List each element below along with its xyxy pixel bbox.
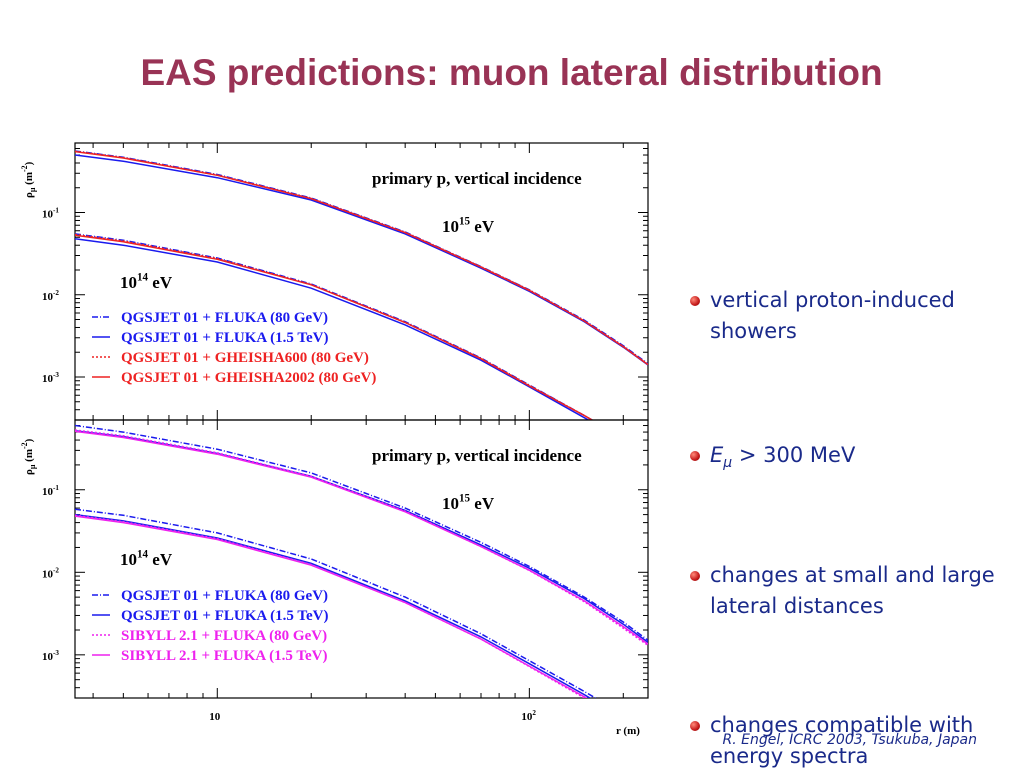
series-line (75, 508, 597, 698)
bottom-panel: 10-1 10-2 10-3 ρμ (m-2) primary p, vertical … (20, 419, 649, 737)
legend-label: SIBYLL 2.1 + FLUKA (1.5 TeV) (121, 648, 328, 664)
bullet-text: vertical proton-induced showers (710, 288, 955, 343)
series-group (75, 424, 648, 698)
footer-citation: R. Engel, ICRC 2003, Tsukuba, Japan (722, 732, 977, 748)
series-line (75, 513, 592, 698)
legend-label: QGSJET 01 + FLUKA (80 GeV) (121, 588, 328, 604)
x-axis-label: r (m) (616, 725, 640, 737)
series-line (75, 150, 648, 366)
top-panel: 10-1 10-2 10-3 ρμ (m-2) primary p, vertical … (20, 142, 649, 421)
bullet-item: changes at small and large lateral dista… (690, 560, 1010, 622)
legend-label: QGSJET 01 + FLUKA (1.5 TeV) (121, 330, 328, 346)
bullet-item: Eμ > 300 MeV (690, 440, 1010, 479)
y-tick-label: 10-3 (42, 371, 59, 385)
energy-label: 1015 eV (442, 492, 495, 513)
bullet-text: changes compatible with energy spectra (710, 713, 974, 768)
series-line (75, 430, 648, 645)
legend-label: QGSJET 01 + FLUKA (80 GeV) (121, 310, 328, 326)
series-line (75, 515, 588, 698)
energy-label: 1015 eV (442, 215, 495, 236)
energy-label: 1014 eV (120, 548, 173, 569)
bullet-item: vertical proton-induced showers (690, 285, 1010, 347)
series-line (75, 424, 648, 641)
plot-frame (74, 419, 649, 699)
energy-symbol: E (710, 443, 724, 467)
series-line (75, 237, 590, 420)
bullet-item: changes compatible with energy spectra (690, 710, 1010, 772)
x-tick-label: 10 (209, 711, 221, 723)
series-line (75, 429, 648, 647)
y-axis-label: ρμ (m-2) (20, 161, 37, 198)
series-line (75, 514, 586, 698)
slide-title: EAS predictions: muon lateral distributi… (140, 52, 883, 93)
bullet-dot-icon (690, 721, 700, 731)
series-group (75, 150, 648, 420)
legend-label: SIBYLL 2.1 + FLUKA (80 GeV) (121, 628, 327, 644)
legend-label: QGSJET 01 + FLUKA (1.5 TeV) (121, 608, 328, 624)
y-tick-label: 10-3 (42, 649, 59, 663)
bullet-dot-icon (690, 571, 700, 581)
lateral-distribution-figure: 10-1 10-2 10-3 ρμ (m-2) primary p, vertical … (20, 142, 649, 737)
mu-subscript: μ (723, 455, 733, 472)
x-tick-label: 102 (521, 709, 536, 723)
y-tick-label: 10-2 (42, 566, 59, 580)
panel-annotation: primary p, vertical incidence (372, 169, 582, 188)
y-tick-label: 10-2 (42, 289, 59, 303)
bullet-text: changes at small and large lateral dista… (710, 563, 995, 618)
bullet-dot-icon (690, 451, 700, 461)
bullet-dot-icon (690, 296, 700, 306)
series-line (75, 234, 594, 420)
legend-label: QGSJET 01 + GHEISHA2002 (80 GeV) (121, 370, 376, 386)
y-tick-label: 10-1 (42, 207, 59, 221)
y-tick-label: 10-1 (42, 484, 59, 498)
energy-label: 1014 eV (120, 271, 173, 292)
legend-label: QGSJET 01 + GHEISHA600 (80 GeV) (121, 350, 369, 366)
energy-threshold: > 300 MeV (732, 443, 856, 467)
y-axis-label: ρμ (m-2) (20, 438, 37, 475)
panel-annotation: primary p, vertical incidence (372, 446, 582, 465)
